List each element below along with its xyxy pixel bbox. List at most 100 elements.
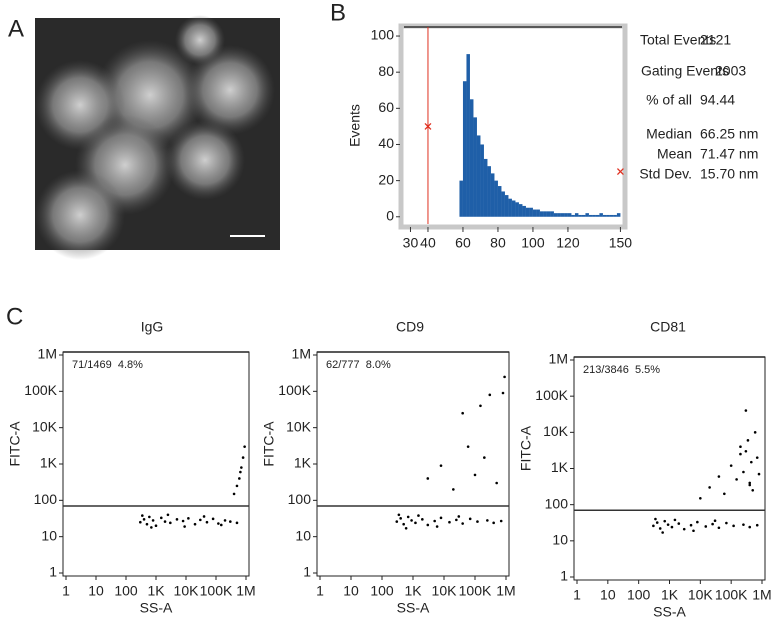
event-point	[744, 449, 748, 453]
event-point	[223, 519, 227, 522]
event-point	[187, 517, 190, 520]
histogram-bar	[602, 214, 607, 217]
event-point	[410, 519, 413, 522]
event-point	[461, 522, 464, 525]
y-tick-label: 80	[378, 63, 394, 79]
stat-label: Mean	[657, 146, 692, 162]
gate-annotation: 213/3846 5.5%	[583, 364, 660, 376]
histogram-bar	[578, 214, 582, 217]
histogram-bar	[567, 213, 572, 217]
event-point	[723, 492, 726, 496]
event-point	[455, 518, 458, 522]
x-axis-title: SS-A	[653, 604, 686, 620]
y-axis-title: FITC-A	[518, 425, 534, 471]
y-tick-label: 1K	[551, 459, 569, 475]
event-point	[219, 523, 223, 527]
event-point	[483, 456, 486, 459]
panel-label: C	[6, 303, 23, 330]
event-point	[708, 486, 711, 489]
stat-label: Total Events	[640, 32, 716, 48]
y-tick-label: 10K	[32, 418, 58, 434]
histogram-bar	[550, 211, 554, 217]
histogram-bar	[564, 213, 568, 217]
event-point	[169, 521, 172, 525]
event-point	[435, 525, 439, 528]
x-tick-label: 1K	[404, 583, 422, 599]
stat-value: 15.70 nm	[700, 166, 758, 182]
histogram-bar	[574, 213, 579, 217]
event-point	[652, 524, 655, 528]
event-point	[239, 470, 242, 474]
y-tick-label: 1	[49, 564, 57, 580]
event-point	[744, 409, 748, 412]
stat-value: 2003	[715, 63, 746, 79]
event-point	[499, 519, 503, 523]
event-point	[755, 456, 759, 459]
histogram-bar	[585, 213, 589, 217]
event-point	[421, 518, 424, 521]
event-point	[735, 478, 738, 481]
histogram-bar	[609, 214, 614, 217]
gate-annotation: 71/1469 4.8%	[72, 359, 143, 371]
event-point	[461, 411, 464, 415]
stat-value: 2121	[700, 32, 731, 48]
event-point	[457, 515, 461, 518]
event-point	[755, 523, 759, 527]
y-tick-label: 60	[378, 99, 394, 115]
histogram-bar	[522, 205, 526, 217]
event-point	[145, 522, 149, 526]
histogram-bar	[525, 207, 530, 217]
y-tick-label: 100K	[24, 382, 57, 398]
event-point	[448, 520, 451, 524]
stat-label: Median	[646, 126, 692, 142]
x-tick-label: 60	[455, 235, 471, 251]
plot-frame	[62, 351, 250, 577]
y-tick-label: 10K	[543, 423, 569, 439]
event-point	[748, 525, 752, 529]
event-point	[753, 431, 757, 434]
event-point	[666, 523, 670, 526]
histogram-bar	[606, 214, 610, 217]
event-point	[397, 513, 401, 517]
x-tick-label: 100K	[200, 583, 233, 599]
event-point	[202, 515, 206, 518]
event-point	[476, 520, 479, 523]
event-point	[235, 521, 239, 525]
y-tick-label: 10K	[286, 418, 312, 434]
event-point	[414, 521, 417, 525]
event-point	[468, 517, 472, 521]
event-point	[183, 525, 186, 528]
histogram-bar	[466, 54, 470, 217]
event-point	[689, 523, 693, 527]
y-tick-label: 100	[545, 495, 569, 511]
histogram-bar	[613, 214, 617, 217]
x-tick-label: 10K	[688, 587, 714, 603]
event-point	[654, 517, 657, 521]
x-tick-label: 100	[370, 583, 394, 599]
y-tick-label: 1	[303, 564, 311, 580]
event-point	[732, 524, 735, 528]
x-tick-label: 10	[600, 587, 616, 603]
chart-title: CD81	[650, 319, 686, 335]
y-tick-label: 1M	[292, 346, 311, 362]
gate-annotation: 62/777 8.0%	[326, 359, 391, 371]
event-point	[433, 519, 436, 523]
event-point	[243, 445, 246, 448]
y-tick-label: 10	[552, 532, 568, 548]
event-point	[205, 520, 209, 524]
stat-label: Std Dev.	[639, 166, 692, 182]
event-point	[142, 518, 146, 521]
x-tick-label: 120	[556, 235, 580, 251]
histogram-bar	[473, 117, 477, 217]
histogram-bar	[504, 195, 509, 217]
x-tick-label: 150	[609, 235, 633, 251]
x-tick-label: 1M	[236, 583, 255, 599]
gate-marker	[424, 122, 432, 130]
chart-title: CD9	[396, 319, 424, 335]
x-tick-label: 40	[420, 235, 436, 251]
x-tick-label: 1	[573, 587, 581, 603]
event-point	[139, 520, 142, 524]
event-point	[757, 472, 761, 476]
event-point	[238, 477, 241, 480]
y-axis-title: Events	[347, 104, 363, 147]
